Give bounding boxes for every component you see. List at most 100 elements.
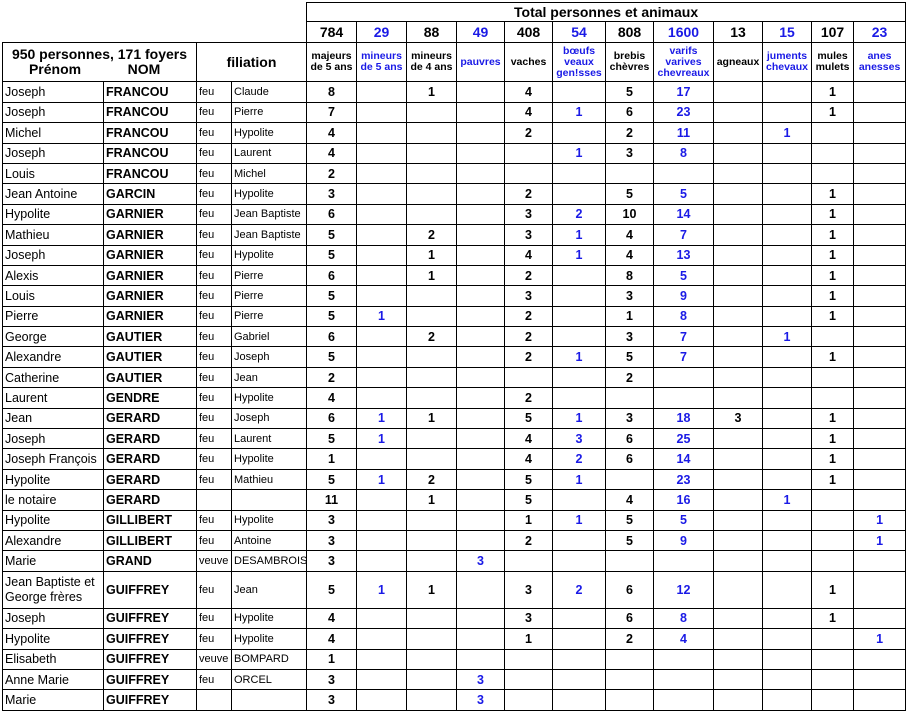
filiation-cell: feu	[196, 448, 232, 470]
value-cell	[356, 387, 407, 409]
value-cell	[456, 346, 505, 368]
value-cell	[552, 305, 606, 328]
filiation-cell: feu	[196, 142, 232, 164]
table-row: Alexandre GAUTIER feu Joseph 5 2 1 5 7 1	[2, 346, 907, 368]
value-cell	[713, 550, 763, 572]
value-cell	[653, 162, 714, 185]
prenom-cell: le notaire	[2, 489, 104, 511]
value-cell: 5	[605, 346, 654, 368]
value-cell	[456, 607, 505, 630]
value-cell	[406, 366, 457, 389]
value-cell: 7	[653, 326, 714, 348]
value-cell	[356, 162, 407, 185]
column-label: juments chevaux	[762, 42, 812, 83]
value-cell	[356, 224, 407, 246]
value-cell	[356, 326, 407, 348]
value-cell	[713, 224, 763, 246]
value-cell	[762, 224, 812, 246]
prenom-cell: Jean Antoine	[2, 183, 104, 205]
father-name-cell	[231, 489, 307, 511]
value-cell: 8	[653, 142, 714, 164]
prenom-cell: Alexis	[2, 264, 104, 287]
value-cell	[456, 529, 505, 552]
value-cell: 8	[605, 264, 654, 287]
prenom-cell: Hypolite	[2, 203, 104, 226]
prenom-cell: Alexandre	[2, 346, 104, 368]
value-cell	[852, 285, 907, 307]
value-cell	[762, 668, 812, 691]
value-cell	[713, 81, 763, 103]
column-label: varifs varives chevreaux	[653, 42, 714, 83]
value-cell: 3	[306, 183, 357, 205]
value-cell	[713, 448, 763, 470]
value-cell: 5	[306, 468, 357, 491]
value-cell: 4	[306, 122, 357, 144]
value-cell: 3	[552, 428, 606, 450]
value-cell: 14	[653, 203, 714, 226]
nom-cell: GILLIBERT	[103, 529, 197, 552]
value-cell	[762, 509, 812, 531]
value-cell	[852, 305, 907, 328]
value-cell: 2	[504, 326, 553, 348]
value-cell	[653, 387, 714, 409]
value-cell: 4	[504, 448, 553, 470]
value-cell	[552, 326, 606, 348]
column-total: 49	[456, 21, 505, 44]
value-cell	[605, 668, 654, 691]
table-row: Pierre GARNIER feu Pierre 5 1 2 1 8 1	[2, 305, 907, 328]
value-cell	[852, 366, 907, 389]
column-total: 54	[552, 21, 606, 44]
value-cell	[852, 428, 907, 450]
value-cell	[356, 509, 407, 531]
nom-cell: FRANCOU	[103, 101, 197, 124]
prenom-cell: Anne Marie	[2, 668, 104, 691]
value-cell	[653, 648, 714, 670]
value-cell	[356, 689, 407, 711]
value-cell: 5	[605, 509, 654, 531]
value-cell: 5	[653, 264, 714, 287]
value-cell: 5	[306, 285, 357, 307]
value-cell: 2	[552, 570, 606, 609]
value-cell	[713, 570, 763, 609]
value-cell	[852, 468, 907, 491]
value-cell: 6	[605, 607, 654, 630]
prenom-cell: Hypolite	[2, 468, 104, 491]
value-cell: 1	[811, 346, 854, 368]
value-cell	[762, 607, 812, 630]
value-cell	[406, 183, 457, 205]
father-name-cell: Antoine	[231, 529, 307, 552]
value-cell	[762, 550, 812, 572]
value-cell	[456, 628, 505, 650]
father-name-cell: Hypolite	[231, 387, 307, 409]
value-cell	[762, 387, 812, 409]
value-cell	[552, 648, 606, 670]
value-cell	[713, 489, 763, 511]
value-cell	[356, 285, 407, 307]
value-cell: 2	[504, 183, 553, 205]
nom-cell: GAUTIER	[103, 326, 197, 348]
value-cell	[356, 448, 407, 470]
value-cell	[762, 407, 812, 430]
value-cell: 7	[653, 224, 714, 246]
value-cell	[356, 628, 407, 650]
value-cell: 7	[653, 346, 714, 368]
value-cell: 1	[811, 570, 854, 609]
value-cell: 1	[811, 607, 854, 630]
value-cell	[852, 387, 907, 409]
father-name-cell: Hypolite	[231, 244, 307, 266]
nom-cell: GARCIN	[103, 183, 197, 205]
nom-cell: GARNIER	[103, 224, 197, 246]
value-cell	[406, 285, 457, 307]
table-row: Marie GUIFFREY 3 3	[2, 689, 907, 711]
value-cell	[811, 648, 854, 670]
father-name-cell: ORCEL	[231, 668, 307, 691]
column-total: 1600	[653, 21, 714, 44]
filiation-cell: feu	[196, 244, 232, 266]
value-cell: 1	[811, 203, 854, 226]
value-cell: 13	[653, 244, 714, 266]
value-cell	[552, 366, 606, 389]
prenom-cell: Joseph	[2, 428, 104, 450]
value-cell	[552, 607, 606, 630]
filiation-cell: feu	[196, 509, 232, 531]
